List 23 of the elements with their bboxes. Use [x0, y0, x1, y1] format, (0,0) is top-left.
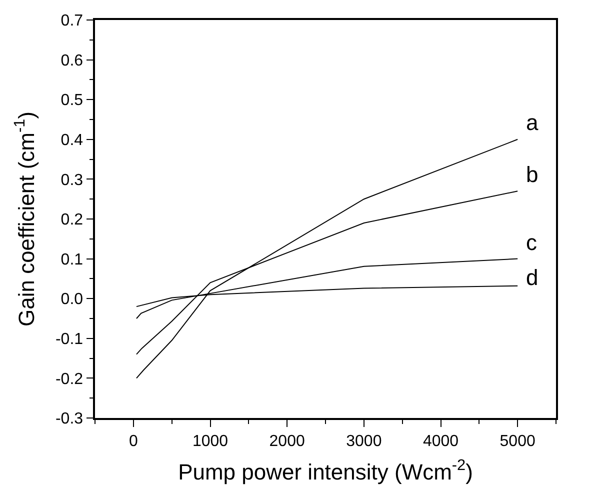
x-tick-label: 4000 — [422, 432, 459, 450]
y-tick-label: 0.1 — [60, 251, 84, 268]
series-label: a — [526, 110, 539, 135]
x-axis-title: Pump power intensity (Wcm$^{-2}$) — [178, 457, 473, 484]
x-tick-label: 0 — [128, 432, 138, 450]
series-label: b — [526, 162, 538, 187]
y-tick-label: -0.1 — [55, 331, 84, 348]
x-tick-label: 5000 — [500, 432, 536, 450]
y-tick-label: 0.4 — [60, 132, 84, 149]
x-tick-label: 1000 — [192, 432, 228, 450]
y-tick-label: 0.0 — [60, 291, 84, 308]
y-tick-label: 0.5 — [60, 92, 84, 110]
y-tick-label: -0.2 — [55, 370, 84, 388]
y-tick-label: 0.3 — [60, 172, 84, 189]
x-tick-label: 3000 — [346, 432, 382, 450]
y-tick-label: 0.7 — [60, 12, 84, 30]
series-label: c — [526, 230, 537, 255]
series-label: d — [526, 265, 538, 290]
y-tick-label: 0.2 — [60, 212, 84, 229]
y-tick-label: 0.6 — [60, 52, 84, 70]
x-tick-label: 2000 — [269, 432, 305, 450]
y-tick-label: -0.3 — [55, 410, 84, 428]
line-series — [136, 138, 518, 379]
